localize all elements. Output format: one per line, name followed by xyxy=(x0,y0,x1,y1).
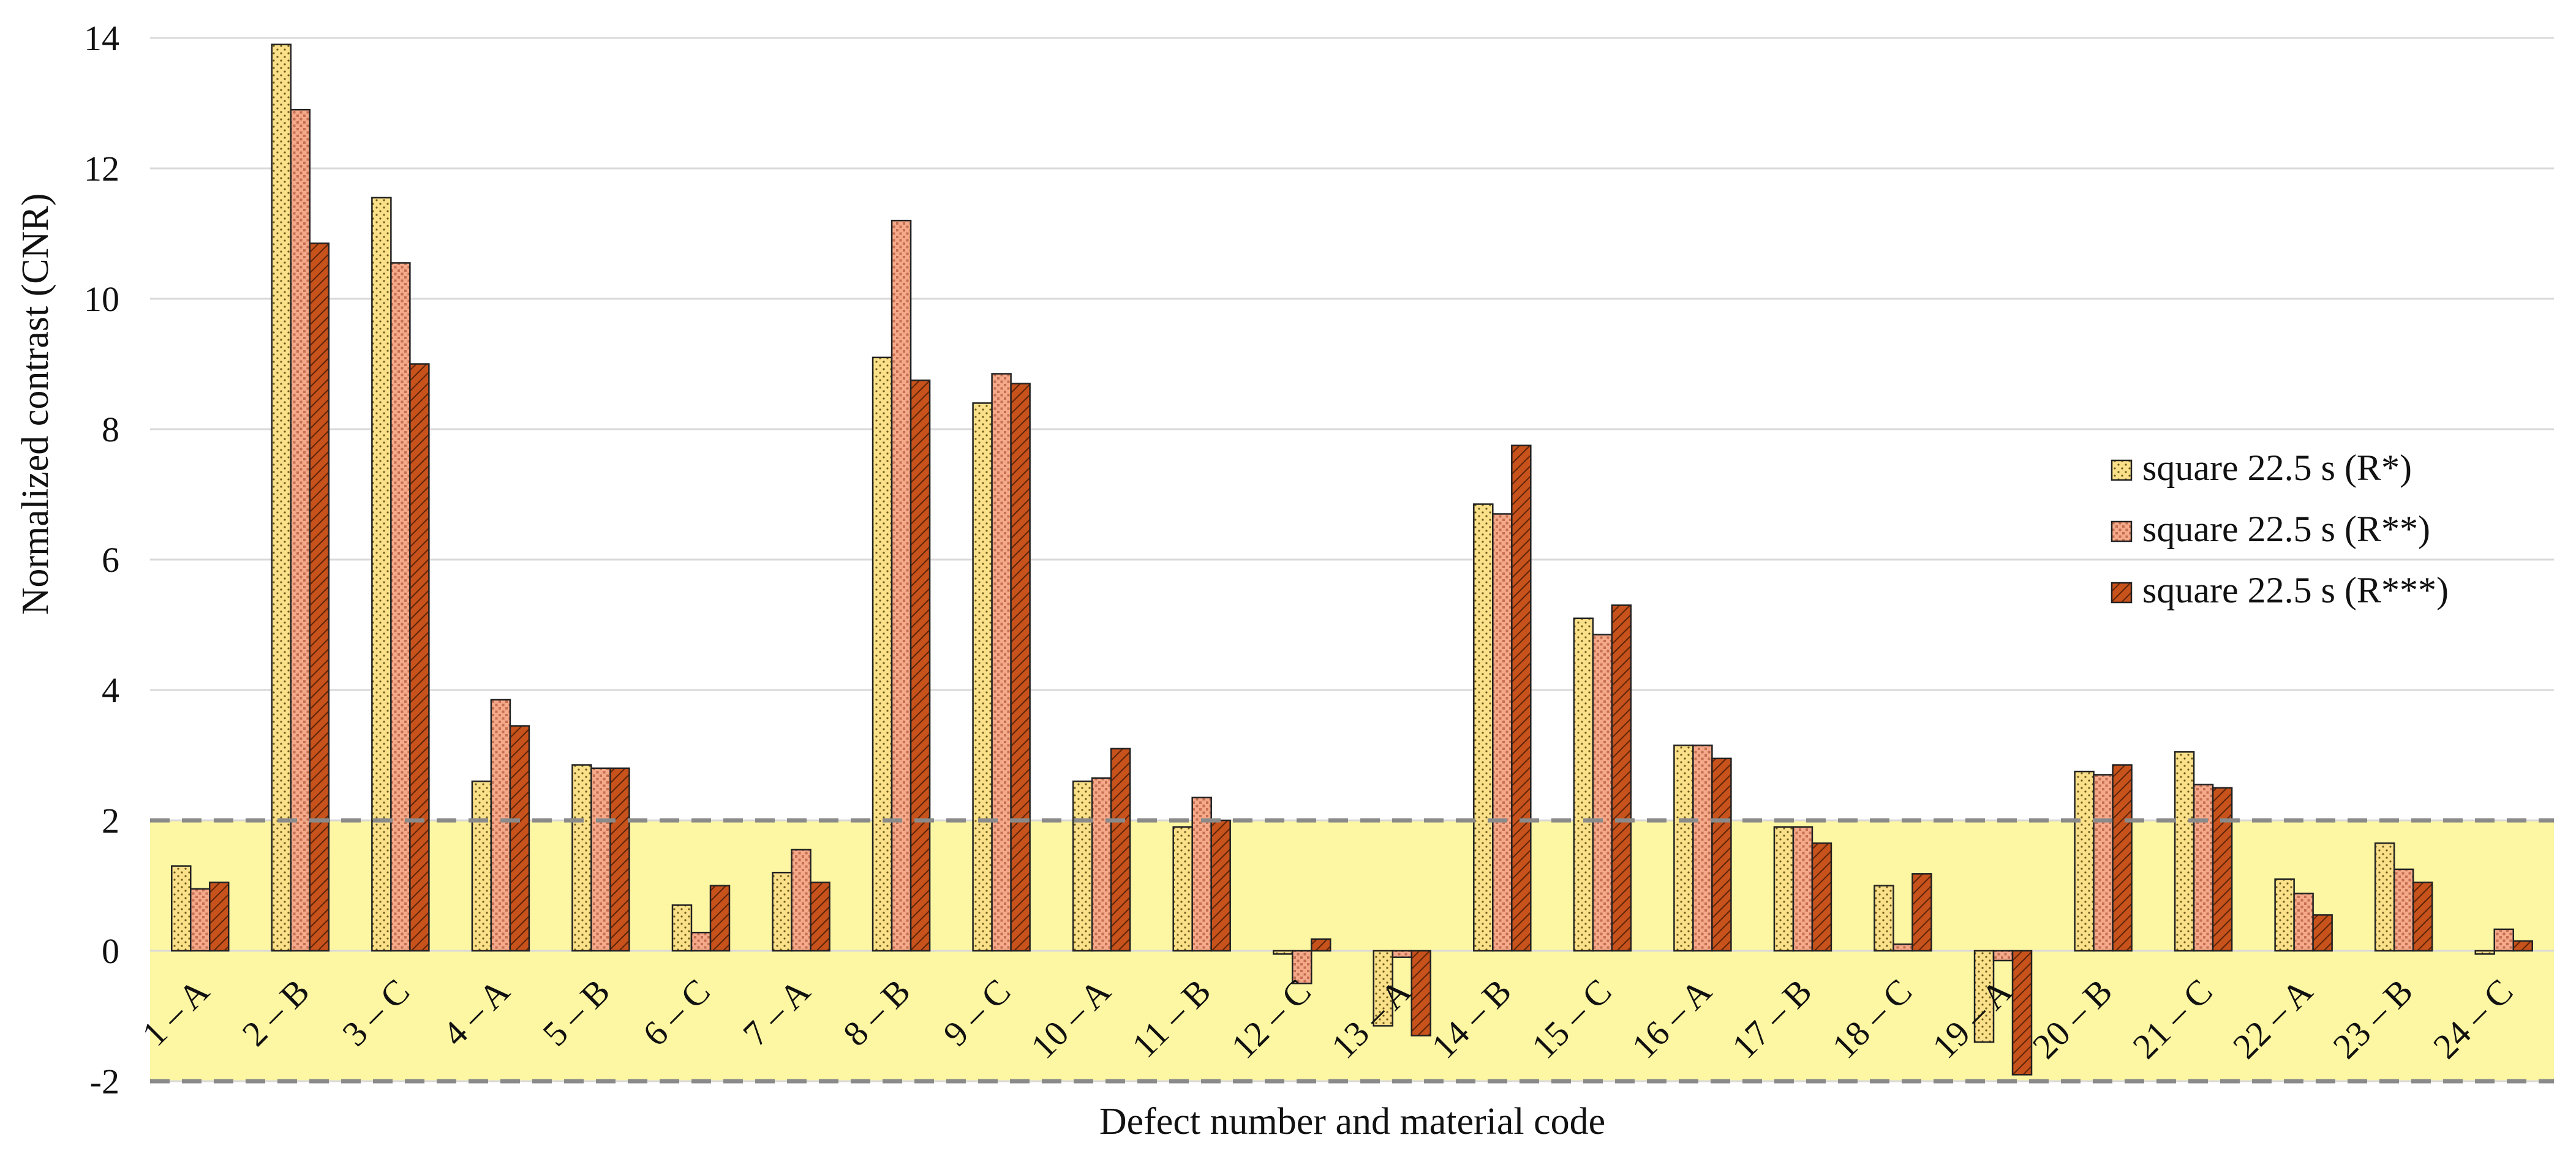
bar-series-1-14 xyxy=(1473,503,1494,952)
bar-series-2-19 xyxy=(1992,950,2014,962)
bar-series-1-6 xyxy=(671,904,693,952)
bar-series-3-21 xyxy=(2212,787,2233,952)
legend: square 22.5 s (R*) square 22.5 s (R**) squ… xyxy=(2111,448,2449,610)
bar-series-1-7 xyxy=(772,871,793,952)
bar-series-1-24 xyxy=(2474,950,2495,955)
bar-series-1-8 xyxy=(872,356,893,952)
bar-series-3-9 xyxy=(1010,383,1031,952)
bar-series-2-20 xyxy=(2093,774,2114,952)
y-tick-label: 6 xyxy=(102,540,119,580)
bar-series-3-5 xyxy=(609,767,630,952)
bar-series-2-5 xyxy=(590,767,611,952)
legend-swatch-2 xyxy=(2111,520,2133,542)
y-tick-label: 4 xyxy=(102,670,119,710)
bar-series-3-20 xyxy=(2112,764,2133,952)
bar-series-3-17 xyxy=(1811,842,1832,952)
y-tick-label: 14 xyxy=(84,18,119,58)
y-tick-label: 2 xyxy=(102,801,119,841)
bar-series-3-4 xyxy=(509,725,530,952)
bar-series-2-4 xyxy=(490,699,511,952)
bar-series-1-5 xyxy=(571,764,592,952)
legend-label-3: square 22.5 s (R***) xyxy=(2142,570,2449,610)
bar-series-3-15 xyxy=(1611,604,1632,952)
bar-series-3-8 xyxy=(910,379,931,952)
bar-series-1-17 xyxy=(1773,826,1795,952)
bar-series-1-18 xyxy=(1874,885,1894,952)
bar-series-2-17 xyxy=(1792,826,1813,952)
bar-series-1-2 xyxy=(271,43,292,952)
bar-series-1-10 xyxy=(1072,780,1093,952)
bar-series-1-3 xyxy=(371,197,392,952)
bar-series-1-12 xyxy=(1272,950,1294,955)
bar-series-1-11 xyxy=(1172,826,1193,952)
bar-series-3-22 xyxy=(2312,914,2333,952)
bar-series-3-2 xyxy=(309,242,330,952)
bar-series-1-15 xyxy=(1573,617,1594,952)
bar-series-2-11 xyxy=(1191,797,1212,952)
bar-series-2-10 xyxy=(1091,777,1112,952)
bar-series-2-16 xyxy=(1692,744,1713,952)
y-tick-label: 0 xyxy=(102,931,119,971)
bar-series-3-12 xyxy=(1310,938,1331,952)
bar-series-2-12 xyxy=(1291,950,1312,984)
legend-label-2: square 22.5 s (R**) xyxy=(2142,509,2430,549)
bar-series-3-13 xyxy=(1410,950,1432,1037)
bar-series-2-18 xyxy=(1892,943,1913,952)
bar-series-1-13 xyxy=(1373,950,1394,1027)
bar-series-3-23 xyxy=(2412,881,2433,952)
bar-series-2-3 xyxy=(390,262,411,952)
bar-series-3-3 xyxy=(409,363,430,952)
bar-series-2-9 xyxy=(991,373,1012,952)
x-axis-title: Defect number and material code xyxy=(1099,1101,1605,1142)
bar-series-1-16 xyxy=(1673,744,1694,952)
bar-series-2-22 xyxy=(2293,893,2314,952)
bar-series-1-23 xyxy=(2374,842,2395,952)
bar-series-2-1 xyxy=(190,888,211,952)
bar-series-3-7 xyxy=(810,881,830,952)
bar-series-2-2 xyxy=(290,108,311,952)
bar-series-1-1 xyxy=(171,865,192,952)
legend-label-1: square 22.5 s (R*) xyxy=(2142,448,2412,488)
bar-series-3-11 xyxy=(1210,819,1231,952)
bar-series-3-1 xyxy=(209,881,230,952)
bar-series-2-6 xyxy=(690,931,712,952)
bar-series-3-16 xyxy=(1711,757,1732,952)
y-tick-label: -2 xyxy=(90,1062,119,1101)
bar-series-1-9 xyxy=(972,402,993,952)
bar-series-1-21 xyxy=(2174,751,2195,952)
y-tick-label: 10 xyxy=(84,279,119,319)
bar-series-2-7 xyxy=(791,849,812,952)
bar-series-2-15 xyxy=(1592,634,1613,952)
bar-series-2-13 xyxy=(1392,950,1413,958)
legend-swatch-3 xyxy=(2111,582,2133,604)
bar-series-3-6 xyxy=(709,885,731,952)
legend-swatch-1 xyxy=(2111,459,2133,481)
bar-series-2-23 xyxy=(2393,868,2414,952)
bar-series-1-20 xyxy=(2074,770,2095,952)
bar-series-3-24 xyxy=(2512,940,2533,952)
y-axis-title: Normalized contrast (CNR) xyxy=(15,193,56,615)
bar-series-2-8 xyxy=(891,219,912,952)
bar-series-3-19 xyxy=(2011,950,2033,1076)
y-tick-label: 12 xyxy=(84,149,119,189)
y-tick-label: 8 xyxy=(102,410,119,449)
bar-series-3-10 xyxy=(1110,748,1131,952)
bar-series-3-14 xyxy=(1511,444,1532,952)
bar-series-2-14 xyxy=(1492,513,1513,952)
bar-series-1-19 xyxy=(1973,950,1995,1043)
bar-series-1-4 xyxy=(471,780,492,952)
bar-series-3-18 xyxy=(1911,873,1932,952)
bar-series-1-22 xyxy=(2274,878,2295,952)
bar-series-2-24 xyxy=(2493,928,2514,952)
bar-series-2-21 xyxy=(2193,784,2214,952)
